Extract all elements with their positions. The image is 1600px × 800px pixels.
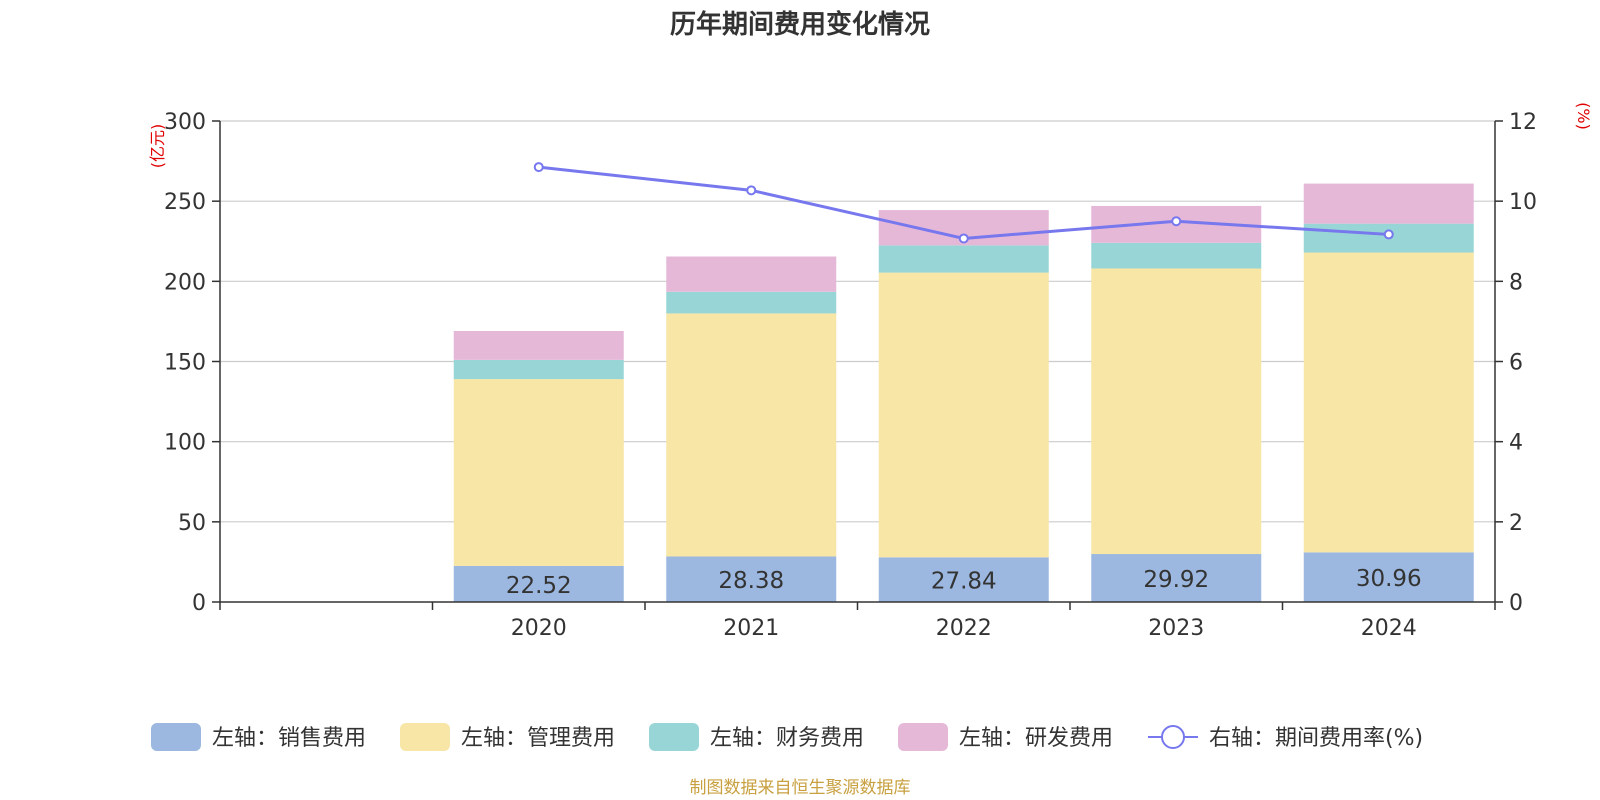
- bar-data-label: 30.96: [1356, 566, 1422, 592]
- left-tick-label: 0: [192, 591, 206, 616]
- bar-data-label: 22.52: [506, 573, 572, 599]
- legend-marker: [1161, 725, 1185, 749]
- bar-segment: [453, 359, 624, 380]
- x-tick-label: 2020: [511, 616, 567, 641]
- source-footer: 制图数据来自恒生聚源数据库: [690, 778, 911, 798]
- rate-point: [1383, 229, 1394, 240]
- right-tick-label: 6: [1509, 351, 1523, 376]
- bar-segment: [453, 565, 624, 602]
- line-series: [533, 162, 1394, 244]
- bar-segment: [1091, 242, 1262, 269]
- axes: 0 50 100 150 200 250 300 0 2 4 6 8 10 12 2020 2021 2022 2…: [164, 110, 1537, 641]
- x-tick-label: 2024: [1361, 616, 1417, 641]
- left-tick-label: 150: [164, 351, 206, 376]
- rate-point: [958, 233, 969, 244]
- legend-label: 左轴：研发费用: [959, 726, 1113, 751]
- rate-point: [746, 185, 757, 196]
- chart-title: 历年期间费用变化情况: [670, 9, 930, 40]
- bar-data-label: 29.92: [1143, 567, 1209, 593]
- bar-segment: [878, 557, 1049, 602]
- legend-swatch: [151, 723, 201, 751]
- legend: 左轴：销售费用 左轴：管理费用 左轴：财务费用 左轴：研发费用 右轴：期间费用率(%): [151, 723, 1423, 751]
- x-tick-label: 2023: [1148, 616, 1204, 641]
- right-tick-label: 10: [1509, 190, 1537, 215]
- left-tick-label: 200: [164, 270, 206, 295]
- x-tick-label: 2021: [723, 616, 779, 641]
- left-axis-unit: (亿元): [148, 124, 167, 169]
- x-tick-label: 2022: [936, 616, 992, 641]
- bar-data-label: 28.38: [718, 568, 784, 594]
- left-tick-label: 50: [178, 511, 206, 536]
- bars: [453, 183, 1474, 602]
- bar-segment: [453, 379, 624, 566]
- bar-segment: [666, 256, 837, 292]
- bar-data-label: 27.84: [931, 569, 997, 595]
- bar-segment: [1303, 183, 1474, 224]
- legend-label: 左轴：管理费用: [461, 726, 615, 751]
- legend-swatch: [649, 723, 699, 751]
- left-tick-label: 300: [164, 110, 206, 135]
- right-tick-label: 4: [1509, 431, 1523, 456]
- bar-segment: [666, 313, 837, 557]
- rate-point: [1171, 216, 1182, 227]
- bar-segment: [453, 331, 624, 360]
- bar-segment: [1091, 554, 1262, 602]
- bar-segment: [666, 556, 837, 602]
- bar-segment: [878, 272, 1049, 558]
- right-tick-label: 12: [1509, 110, 1537, 135]
- left-tick-label: 100: [164, 431, 206, 456]
- bar-segment: [666, 291, 837, 314]
- bar-segment: [1303, 252, 1474, 553]
- right-tick-label: 8: [1509, 270, 1523, 295]
- bar-segment: [1091, 268, 1262, 555]
- legend-label: 左轴：财务费用: [710, 726, 864, 751]
- left-tick-label: 250: [164, 190, 206, 215]
- bar-segment: [1303, 552, 1474, 602]
- right-axis-unit: (%): [1574, 102, 1593, 130]
- legend-swatch: [898, 723, 948, 751]
- right-tick-label: 0: [1509, 591, 1523, 616]
- legend-swatch: [400, 723, 450, 751]
- bar-segment: [878, 245, 1049, 273]
- gridlines: [220, 120, 1495, 523]
- data-labels: 22.52 28.38 27.84 29.92 30.96: [506, 566, 1422, 599]
- legend-label: 左轴：销售费用: [212, 726, 366, 751]
- legend-label: 右轴：期间费用率(%): [1209, 726, 1423, 751]
- right-tick-label: 2: [1509, 511, 1523, 536]
- rate-point: [533, 162, 544, 173]
